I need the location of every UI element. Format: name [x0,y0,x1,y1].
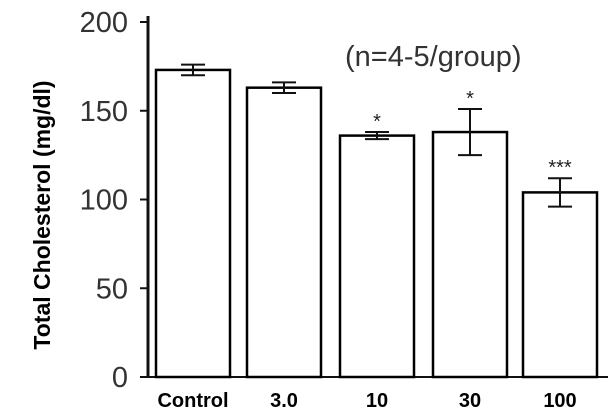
x-category-label: 30 [459,390,481,412]
x-axis-category-labels: Control 3.0 10 30 100 [157,390,576,412]
significance-markers: ***** [373,88,572,179]
error-bar [458,107,482,157]
significance-marker: * [373,111,381,133]
error-bar [548,177,572,208]
bar [154,68,232,379]
error-bars [181,63,572,208]
y-tick-label: 100 [80,185,128,217]
x-category-label: Control [157,390,228,412]
x-category-label: 100 [543,390,576,412]
significance-marker: *** [548,157,572,179]
y-tick-label: 50 [96,273,128,305]
y-axis-label: Total Cholesterol (mg/dl) [29,80,55,349]
bars [154,68,599,379]
error-bar [181,63,205,77]
x-category-label: 3.0 [270,390,298,412]
y-tick-label: 0 [112,362,128,394]
x-category-label: 10 [366,390,388,412]
bar [431,130,509,379]
significance-marker: * [466,88,474,110]
y-axis-ticks: 0 50 100 150 200 [80,7,148,394]
bar [521,191,599,379]
bar [338,134,416,379]
y-tick-label: 150 [80,96,128,128]
sample-size-annotation: (n=4-5/group) [345,41,522,73]
bar [245,86,323,379]
error-bar [365,131,389,141]
error-bar [272,81,296,94]
y-tick-label: 200 [80,7,128,39]
